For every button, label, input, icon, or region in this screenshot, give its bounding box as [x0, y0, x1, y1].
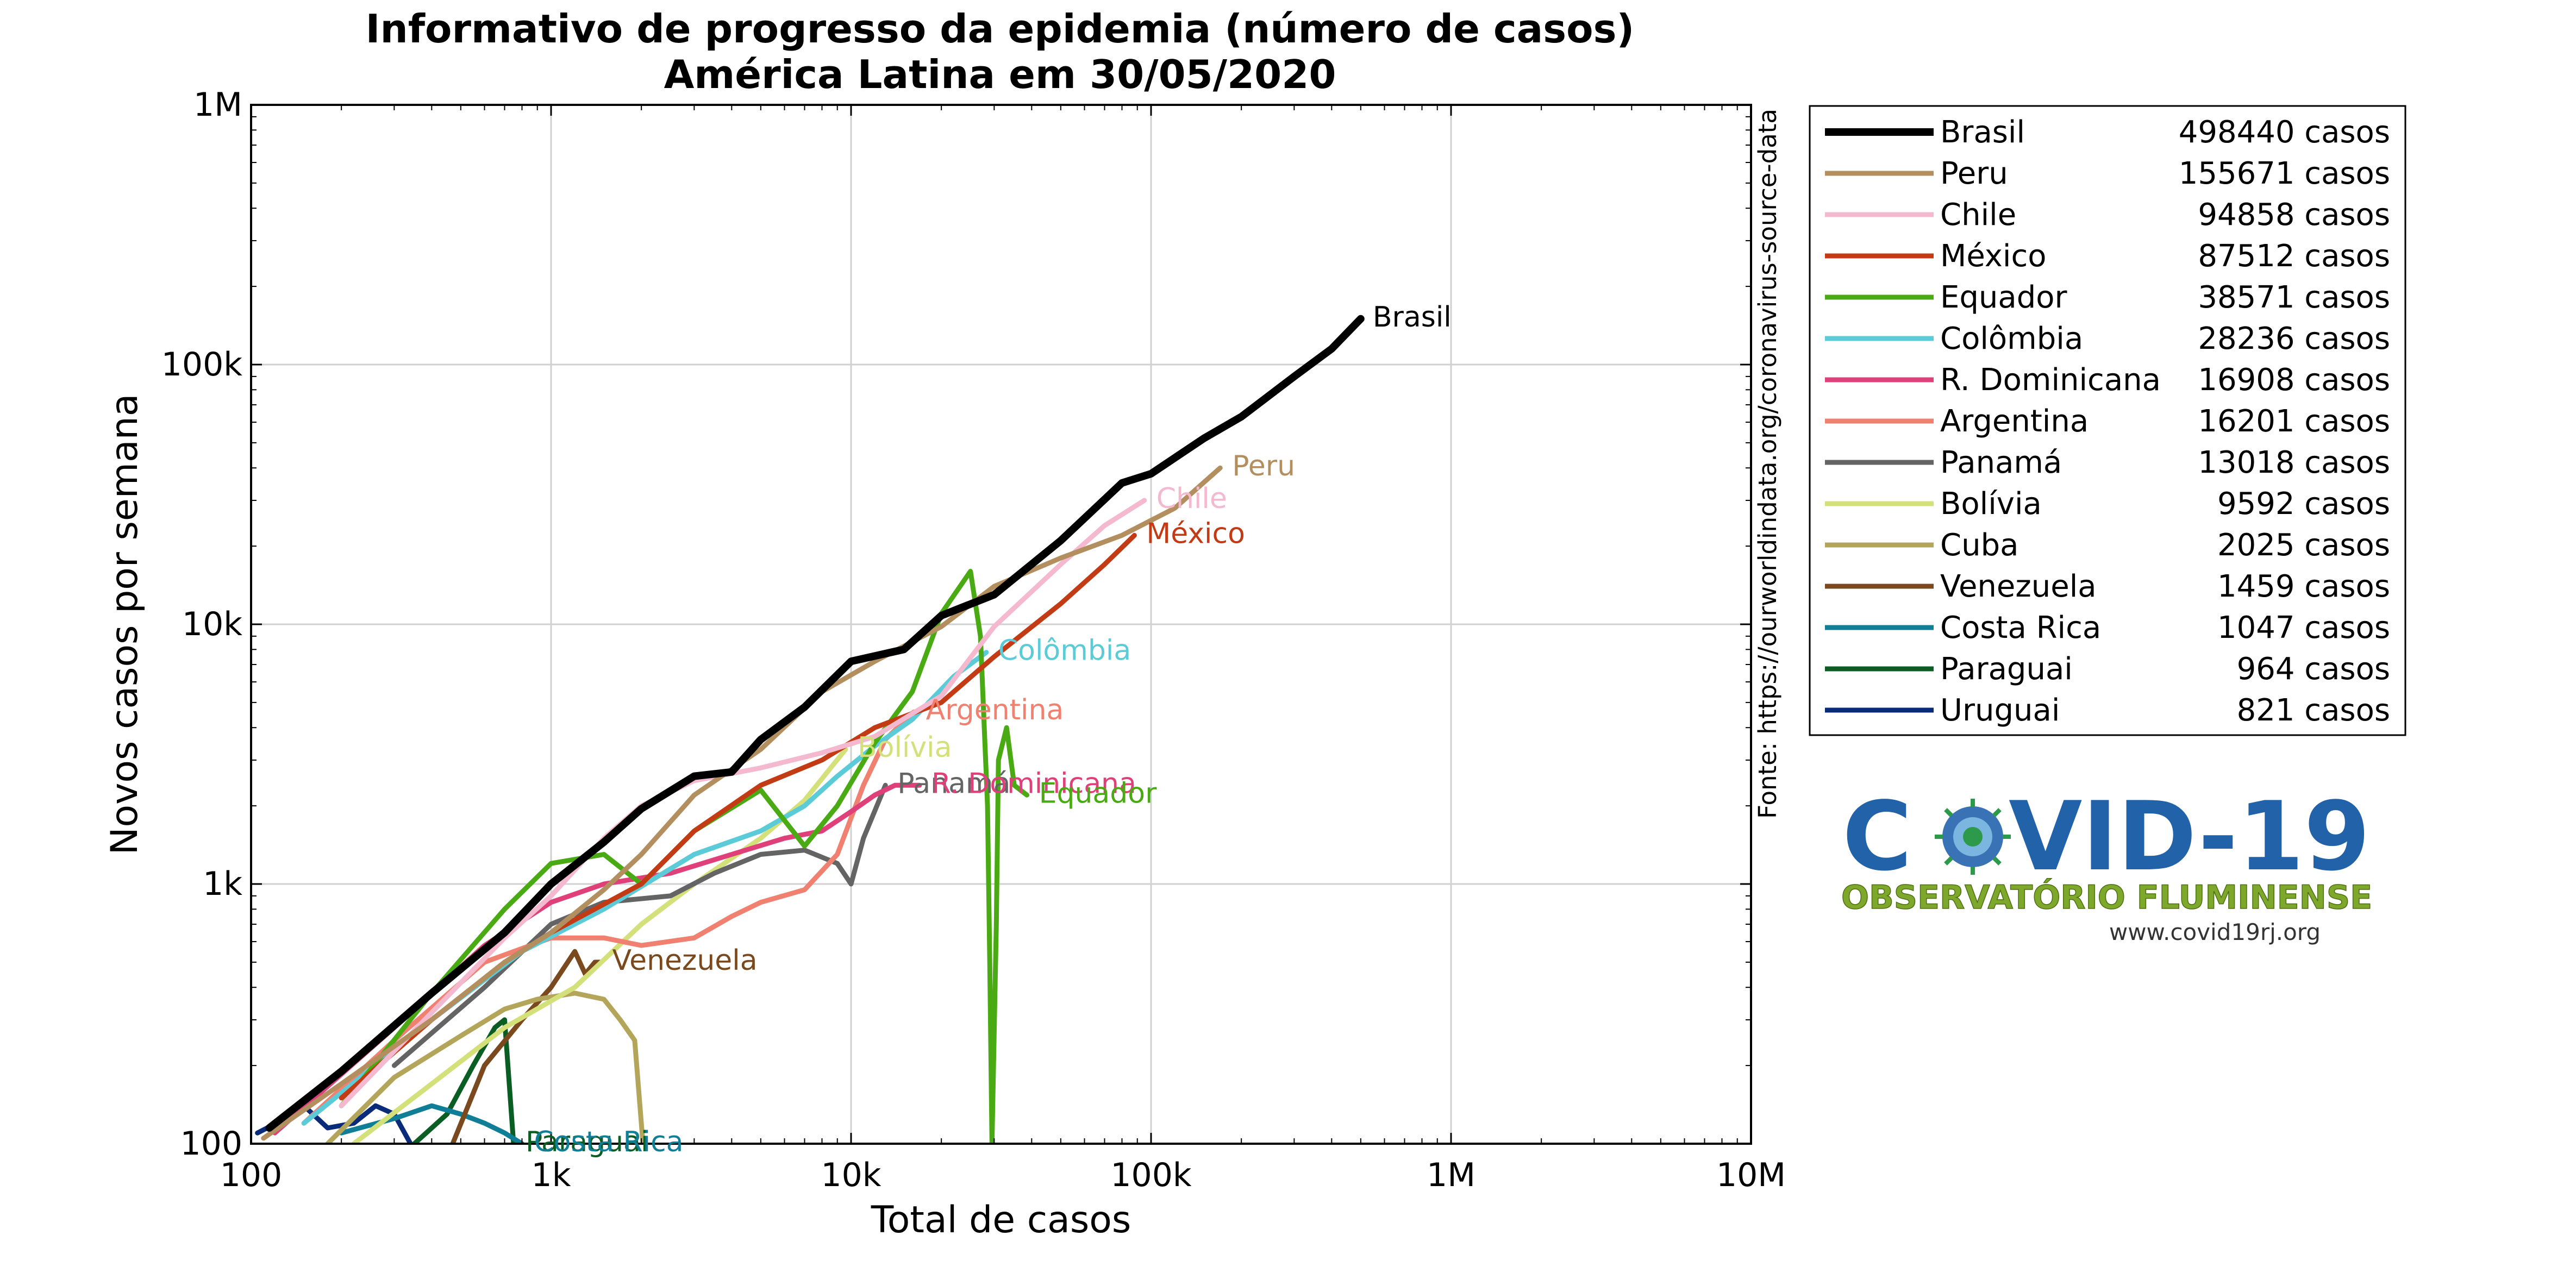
legend-name-peru: Peru — [1940, 156, 2008, 191]
covid19-logo: C VID-19 OBSERVATÓRIO FLUMINENSE www.cov… — [1841, 782, 2373, 945]
legend-cases-paraguai: 964 casos — [2237, 651, 2390, 687]
y-tick-label: 100 — [180, 1125, 242, 1163]
end-label-argentina: Argentina — [926, 694, 1064, 726]
legend-name-chile: Chile — [1940, 197, 2016, 233]
end-label-colombia: Colômbia — [998, 635, 1131, 667]
legend-name-bolivia: Bolívia — [1940, 486, 2042, 522]
series-line-panama — [391, 782, 888, 1068]
y-tick-label: 100k — [161, 346, 243, 384]
end-label-venezuela: Venezuela — [612, 944, 758, 977]
end-label-panama: Panamá — [897, 767, 1010, 800]
legend-cases-bolivia: 9592 casos — [2217, 486, 2390, 522]
legend-name-mexico: México — [1940, 239, 2047, 274]
legend-name-brasil: Brasil — [1940, 115, 2025, 150]
end-label-chile: Chile — [1156, 482, 1227, 515]
y-axis-label: Novos casos por semana — [103, 394, 146, 855]
logo-title-left: C — [1842, 782, 1912, 892]
legend-name-costa-rica: Costa Rica — [1940, 610, 2101, 645]
series-line-venezuela — [450, 949, 603, 1144]
y-tick-label: 1k — [203, 865, 242, 903]
series-line-equador — [339, 568, 1030, 1144]
end-label-r-dominicana: R. Dominicana — [931, 767, 1136, 800]
end-label-costa-rica: Costa Rica — [534, 1126, 684, 1158]
legend: Brasil 498440 casos Peru 155671 casos Chile 9… — [1825, 115, 2390, 728]
logo-subtitle: OBSERVATÓRIO FLUMINENSE — [1841, 878, 2372, 917]
legend-cases-r-dominicana: 16908 casos — [2198, 362, 2390, 398]
grid — [251, 105, 1751, 1144]
legend-cases-chile: 94858 casos — [2198, 197, 2390, 233]
x-tick-label: 10k — [821, 1156, 881, 1194]
x-tick-label: 100 — [220, 1156, 283, 1194]
legend-name-panama: Panamá — [1940, 445, 2062, 480]
legend-name-paraguai: Paraguai — [1940, 651, 2073, 687]
legend-cases-colombia: 28236 casos — [2198, 321, 2390, 356]
series-line-chile — [339, 498, 1147, 1108]
end-label-bolivia: Bolívia — [858, 731, 952, 764]
legend-cases-brasil: 498440 casos — [2179, 115, 2390, 150]
ticks — [250, 104, 1752, 1145]
tick-labels: 100 1k 10k 100k 1M 10M 100 1k 10k 100k 1M — [161, 86, 1786, 1194]
end-label-mexico: México — [1146, 517, 1245, 550]
series-layer — [255, 315, 1365, 1144]
logo-url: www.covid19rj.org — [2109, 919, 2321, 945]
legend-cases-panama: 13018 casos — [2198, 445, 2390, 480]
x-tick-label: 1M — [1427, 1156, 1475, 1194]
legend-name-r-dominicana: R. Dominicana — [1940, 362, 2161, 398]
legend-cases-cuba: 2025 casos — [2217, 528, 2390, 563]
legend-cases-uruguai: 821 casos — [2237, 693, 2390, 728]
logo-title-right: VID-19 — [2009, 782, 2370, 892]
series-line-r-dominicana — [272, 782, 922, 1136]
series-line-costa-rica — [339, 1103, 524, 1144]
legend-name-cuba: Cuba — [1940, 528, 2018, 563]
series-line-brasil — [265, 315, 1365, 1132]
legend-cases-venezuela: 1459 casos — [2217, 569, 2390, 604]
x-tick-label: 10M — [1716, 1156, 1786, 1194]
series-line-peru — [261, 465, 1223, 1141]
series-line-mexico — [339, 532, 1137, 1101]
legend-cases-costa-rica: 1047 casos — [2217, 610, 2390, 645]
end-label-brasil: Brasil — [1373, 301, 1452, 334]
legend-name-uruguai: Uruguai — [1940, 693, 2060, 728]
end-label-equador: Equador — [1039, 777, 1158, 810]
series-line-bolivia — [351, 747, 848, 1144]
chart-title-line2: América Latina em 30/05/2020 — [664, 52, 1336, 97]
legend-name-equador: Equador — [1940, 280, 2068, 315]
end-label-paraguai: Paraguai — [526, 1126, 648, 1158]
legend-cases-peru: 155671 casos — [2179, 156, 2390, 191]
end-label-peru: Peru — [1232, 450, 1295, 482]
series-line-argentina — [301, 709, 917, 1126]
y-tick-label: 10k — [182, 605, 242, 643]
legend-name-colombia: Colômbia — [1940, 321, 2083, 356]
legend-cases-mexico: 87512 casos — [2198, 239, 2390, 274]
chart-title-line1: Informativo de progresso da epidemia (nú… — [366, 6, 1635, 52]
legend-cases-equador: 38571 casos — [2198, 280, 2390, 315]
x-tick-label: 100k — [1110, 1156, 1192, 1194]
legend-name-venezuela: Venezuela — [1940, 569, 2097, 604]
legend-name-argentina: Argentina — [1940, 404, 2089, 439]
x-tick-label: 1k — [532, 1156, 571, 1194]
virus-icon — [1935, 799, 2011, 875]
legend-cases-argentina: 16201 casos — [2198, 404, 2390, 439]
source-note: Fonte: https://ourworldindata.org/corona… — [1753, 109, 1782, 819]
x-axis-label: Total de casos — [871, 1199, 1131, 1242]
y-tick-label: 1M — [193, 86, 242, 124]
